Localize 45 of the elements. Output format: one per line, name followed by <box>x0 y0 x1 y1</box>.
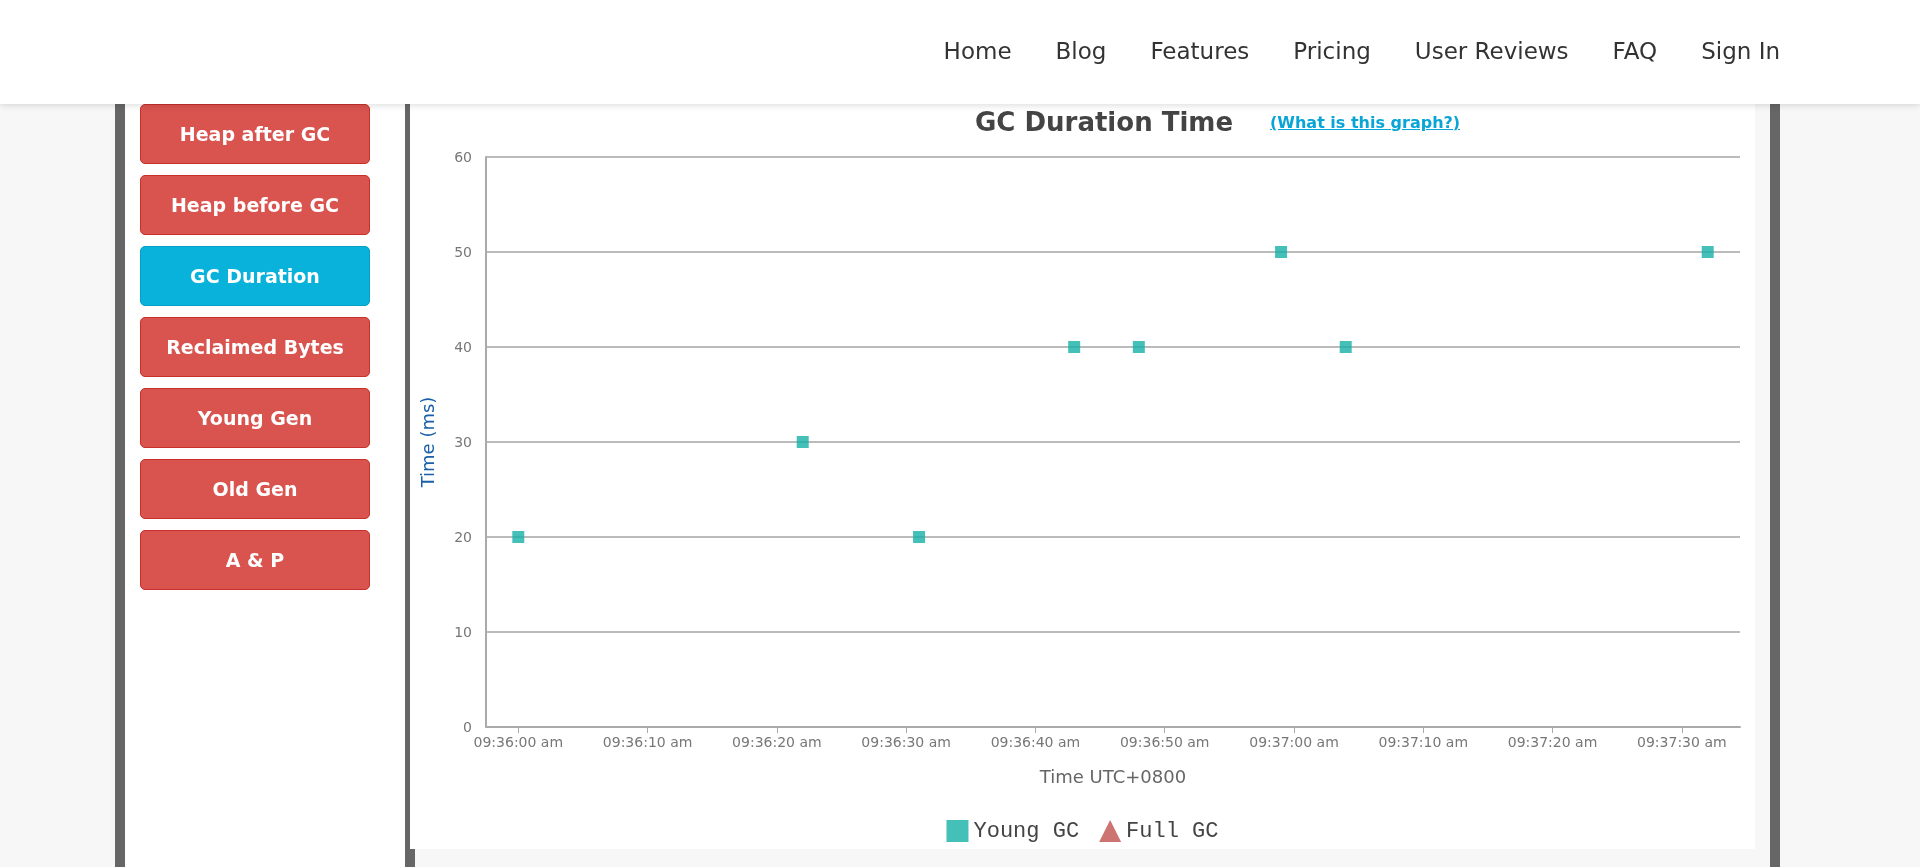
y-tick-label: 60 <box>454 149 472 165</box>
y-tick-label: 0 <box>463 719 472 735</box>
text: GC Duration <box>140 246 370 306</box>
y-tick-label: 30 <box>454 434 472 450</box>
text: Blog <box>1055 38 1107 64</box>
point <box>1339 341 1352 353</box>
text: Young Gen <box>140 388 370 448</box>
text: A & P <box>140 530 370 590</box>
x-tick-label: 09:37:00 am <box>1249 734 1339 750</box>
x-tick-label: 09:36:20 am <box>732 734 822 750</box>
point <box>1132 341 1145 353</box>
x-tick-label: 09:36:30 am <box>861 734 951 750</box>
x-tick-label: 09:37:30 am <box>1637 734 1727 750</box>
point <box>913 531 926 543</box>
chart-title: GC Duration Time <box>975 107 1234 137</box>
text: Heap after GC <box>140 104 370 164</box>
text: Sign In <box>1701 38 1780 64</box>
x-axis-title: Time UTC+0800 <box>1038 765 1187 787</box>
x-tick-label: 09:36:10 am <box>602 734 693 750</box>
text: FAQ <box>1612 38 1658 64</box>
text: (What is this graph?) <box>1270 113 1461 132</box>
text: Home <box>943 38 1012 64</box>
point <box>1275 246 1288 258</box>
x-tick-label: 09:36:50 am <box>1119 734 1210 750</box>
y-tick-label: 40 <box>454 339 472 355</box>
point <box>796 436 809 448</box>
text: Pricing <box>1293 38 1371 64</box>
y-tick-label: 10 <box>454 624 472 640</box>
y-tick-label: 20 <box>454 529 472 545</box>
x-tick-label: 09:37:20 am <box>1507 734 1598 750</box>
text: User Reviews <box>1414 38 1569 64</box>
point <box>1701 246 1714 258</box>
x-tick-label: 09:37:10 am <box>1378 734 1469 750</box>
text: Old Gen <box>140 459 370 519</box>
point <box>1068 341 1081 353</box>
legend-label: Young GC <box>973 818 1080 844</box>
y-axis-title: Time (ms) <box>416 396 438 489</box>
legend-label: Full GC <box>1126 818 1219 844</box>
x-tick-label: 09:36:00 am <box>473 734 564 750</box>
x-tick-label: 09:36:40 am <box>990 734 1081 750</box>
text: Features <box>1150 38 1250 64</box>
y-tick-label: 50 <box>454 244 472 260</box>
point <box>512 531 525 543</box>
text: Heap before GC <box>140 175 370 235</box>
text: Reclaimed Bytes <box>140 317 370 377</box>
